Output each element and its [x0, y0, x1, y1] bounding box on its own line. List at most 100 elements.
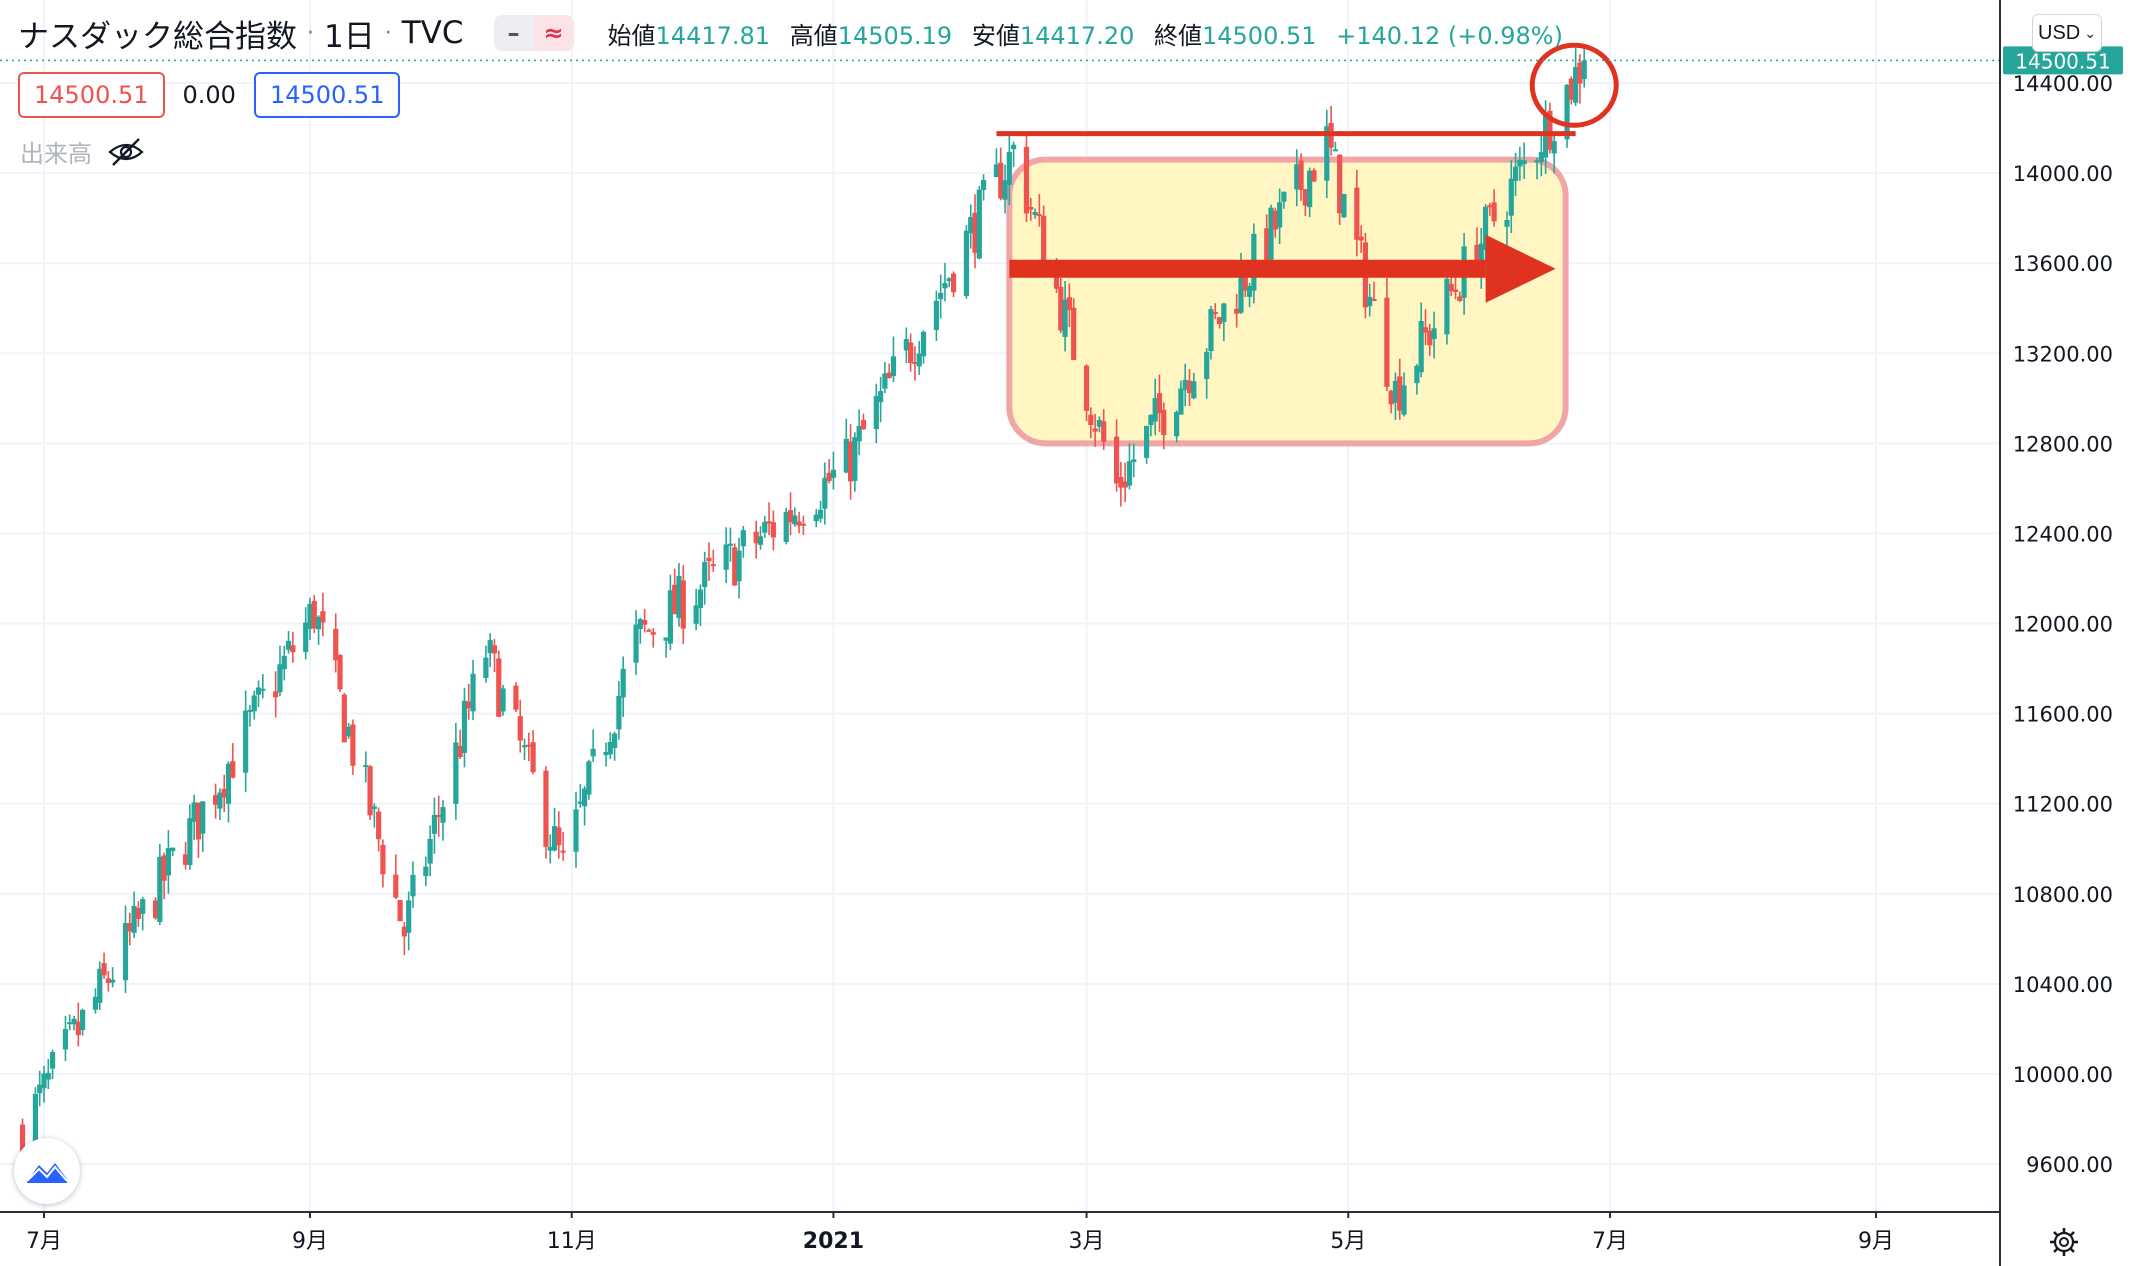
candle-up — [285, 640, 292, 650]
tradingview-logo[interactable] — [14, 1138, 80, 1204]
gear-icon[interactable] — [2048, 1226, 2080, 1258]
candle-down — [333, 628, 339, 661]
candle-down — [787, 510, 794, 523]
legend-toggle-pill[interactable]: – ≈ — [493, 15, 574, 51]
candle-up — [1131, 459, 1137, 463]
candle-up — [980, 179, 987, 190]
candle-up — [762, 521, 768, 533]
candle-down — [1023, 146, 1030, 214]
compare-icon[interactable]: ≈ — [533, 15, 574, 51]
candle-up — [1504, 219, 1510, 227]
candle-down — [393, 874, 399, 898]
candle-down — [526, 744, 532, 747]
candle-down — [1337, 154, 1343, 214]
candle-down — [127, 922, 133, 932]
candle-down — [1474, 244, 1480, 274]
candle-down — [337, 654, 343, 690]
candle-up — [817, 509, 824, 519]
candle-down — [998, 162, 1004, 199]
candle-up — [217, 792, 223, 809]
candle-up — [1418, 321, 1424, 373]
candle-up — [71, 1018, 77, 1025]
candle-up — [697, 589, 704, 609]
candle-up — [903, 339, 909, 351]
candle-down — [560, 850, 566, 853]
candle-up — [461, 700, 468, 753]
candle-up — [453, 742, 459, 804]
candle-down — [972, 212, 978, 253]
candle-down — [1113, 436, 1120, 484]
candle-up — [67, 1022, 73, 1025]
candle-up — [1152, 398, 1158, 422]
interval-label[interactable]: 1日 — [324, 18, 375, 55]
candle-up — [1401, 385, 1407, 415]
legend-separator: · — [384, 20, 392, 46]
sell-price-box[interactable]: 14500.51 — [18, 72, 165, 118]
candle-down — [105, 978, 111, 984]
candle-up — [1002, 180, 1008, 200]
candle-down — [543, 770, 549, 847]
candle-up — [963, 230, 970, 297]
candle-up — [97, 968, 103, 1003]
candle-up — [603, 751, 609, 756]
candle-up — [740, 530, 746, 547]
candle-up — [140, 899, 146, 914]
candle-down — [710, 564, 716, 567]
candle-down — [847, 441, 854, 482]
y-tick-label: 12400.00 — [2013, 522, 2113, 546]
candle-up — [727, 543, 734, 546]
candle-up — [878, 391, 884, 403]
candle-up — [1534, 160, 1540, 163]
collapse-icon[interactable]: – — [493, 15, 534, 51]
candle-down — [1448, 283, 1454, 292]
candle-up — [1032, 211, 1038, 215]
symbol-name[interactable]: ナスダック総合指数 — [18, 18, 297, 55]
candle-up — [968, 217, 974, 234]
candle-down — [1101, 421, 1107, 442]
candle-up — [993, 164, 1000, 178]
candle-down — [826, 472, 832, 481]
candle-down — [496, 658, 502, 717]
candle-up — [920, 331, 927, 357]
candle-up — [612, 733, 618, 749]
eye-hidden-icon[interactable] — [106, 136, 146, 168]
candle-up — [1191, 381, 1197, 399]
volume-label: 出来高 — [20, 140, 92, 168]
candle-up — [830, 469, 837, 478]
candle-down — [1422, 327, 1429, 333]
candle-up — [427, 839, 433, 864]
candle-up — [1324, 126, 1330, 181]
y-tick-label: 14400.00 — [2013, 72, 2113, 96]
candle-up — [1538, 152, 1544, 163]
candle-up — [1148, 414, 1154, 426]
candle-up — [1294, 164, 1300, 190]
candle-down — [1397, 376, 1403, 411]
candle-up — [1551, 141, 1557, 154]
y-tick-label: 10800.00 — [2013, 883, 2113, 907]
candle-down — [1058, 286, 1064, 331]
candle-down — [517, 716, 523, 741]
candle-up — [1204, 351, 1210, 379]
candle-up — [1221, 303, 1227, 323]
candle-up — [551, 826, 558, 851]
quote-row: 14500.51 0.00 14500.51 — [18, 72, 401, 118]
candle-down — [800, 523, 806, 526]
candle-up — [1182, 379, 1188, 390]
candle-down — [1122, 481, 1128, 488]
close-label: 終値 — [1154, 21, 1202, 50]
currency-selector[interactable]: USD ⌄ — [2032, 14, 2102, 52]
candle-down — [341, 694, 347, 743]
candle-down — [1384, 297, 1390, 387]
candle-down — [1212, 312, 1218, 315]
candle-down — [642, 620, 648, 625]
candle-down — [1354, 187, 1360, 240]
candle-up — [890, 356, 897, 376]
logo-icon — [26, 1163, 68, 1183]
candle-up — [1096, 419, 1103, 427]
candle-down — [367, 766, 373, 816]
buy-price-box[interactable]: 14500.51 — [253, 72, 401, 118]
candle-up — [110, 979, 116, 983]
candle-up — [1277, 202, 1283, 228]
